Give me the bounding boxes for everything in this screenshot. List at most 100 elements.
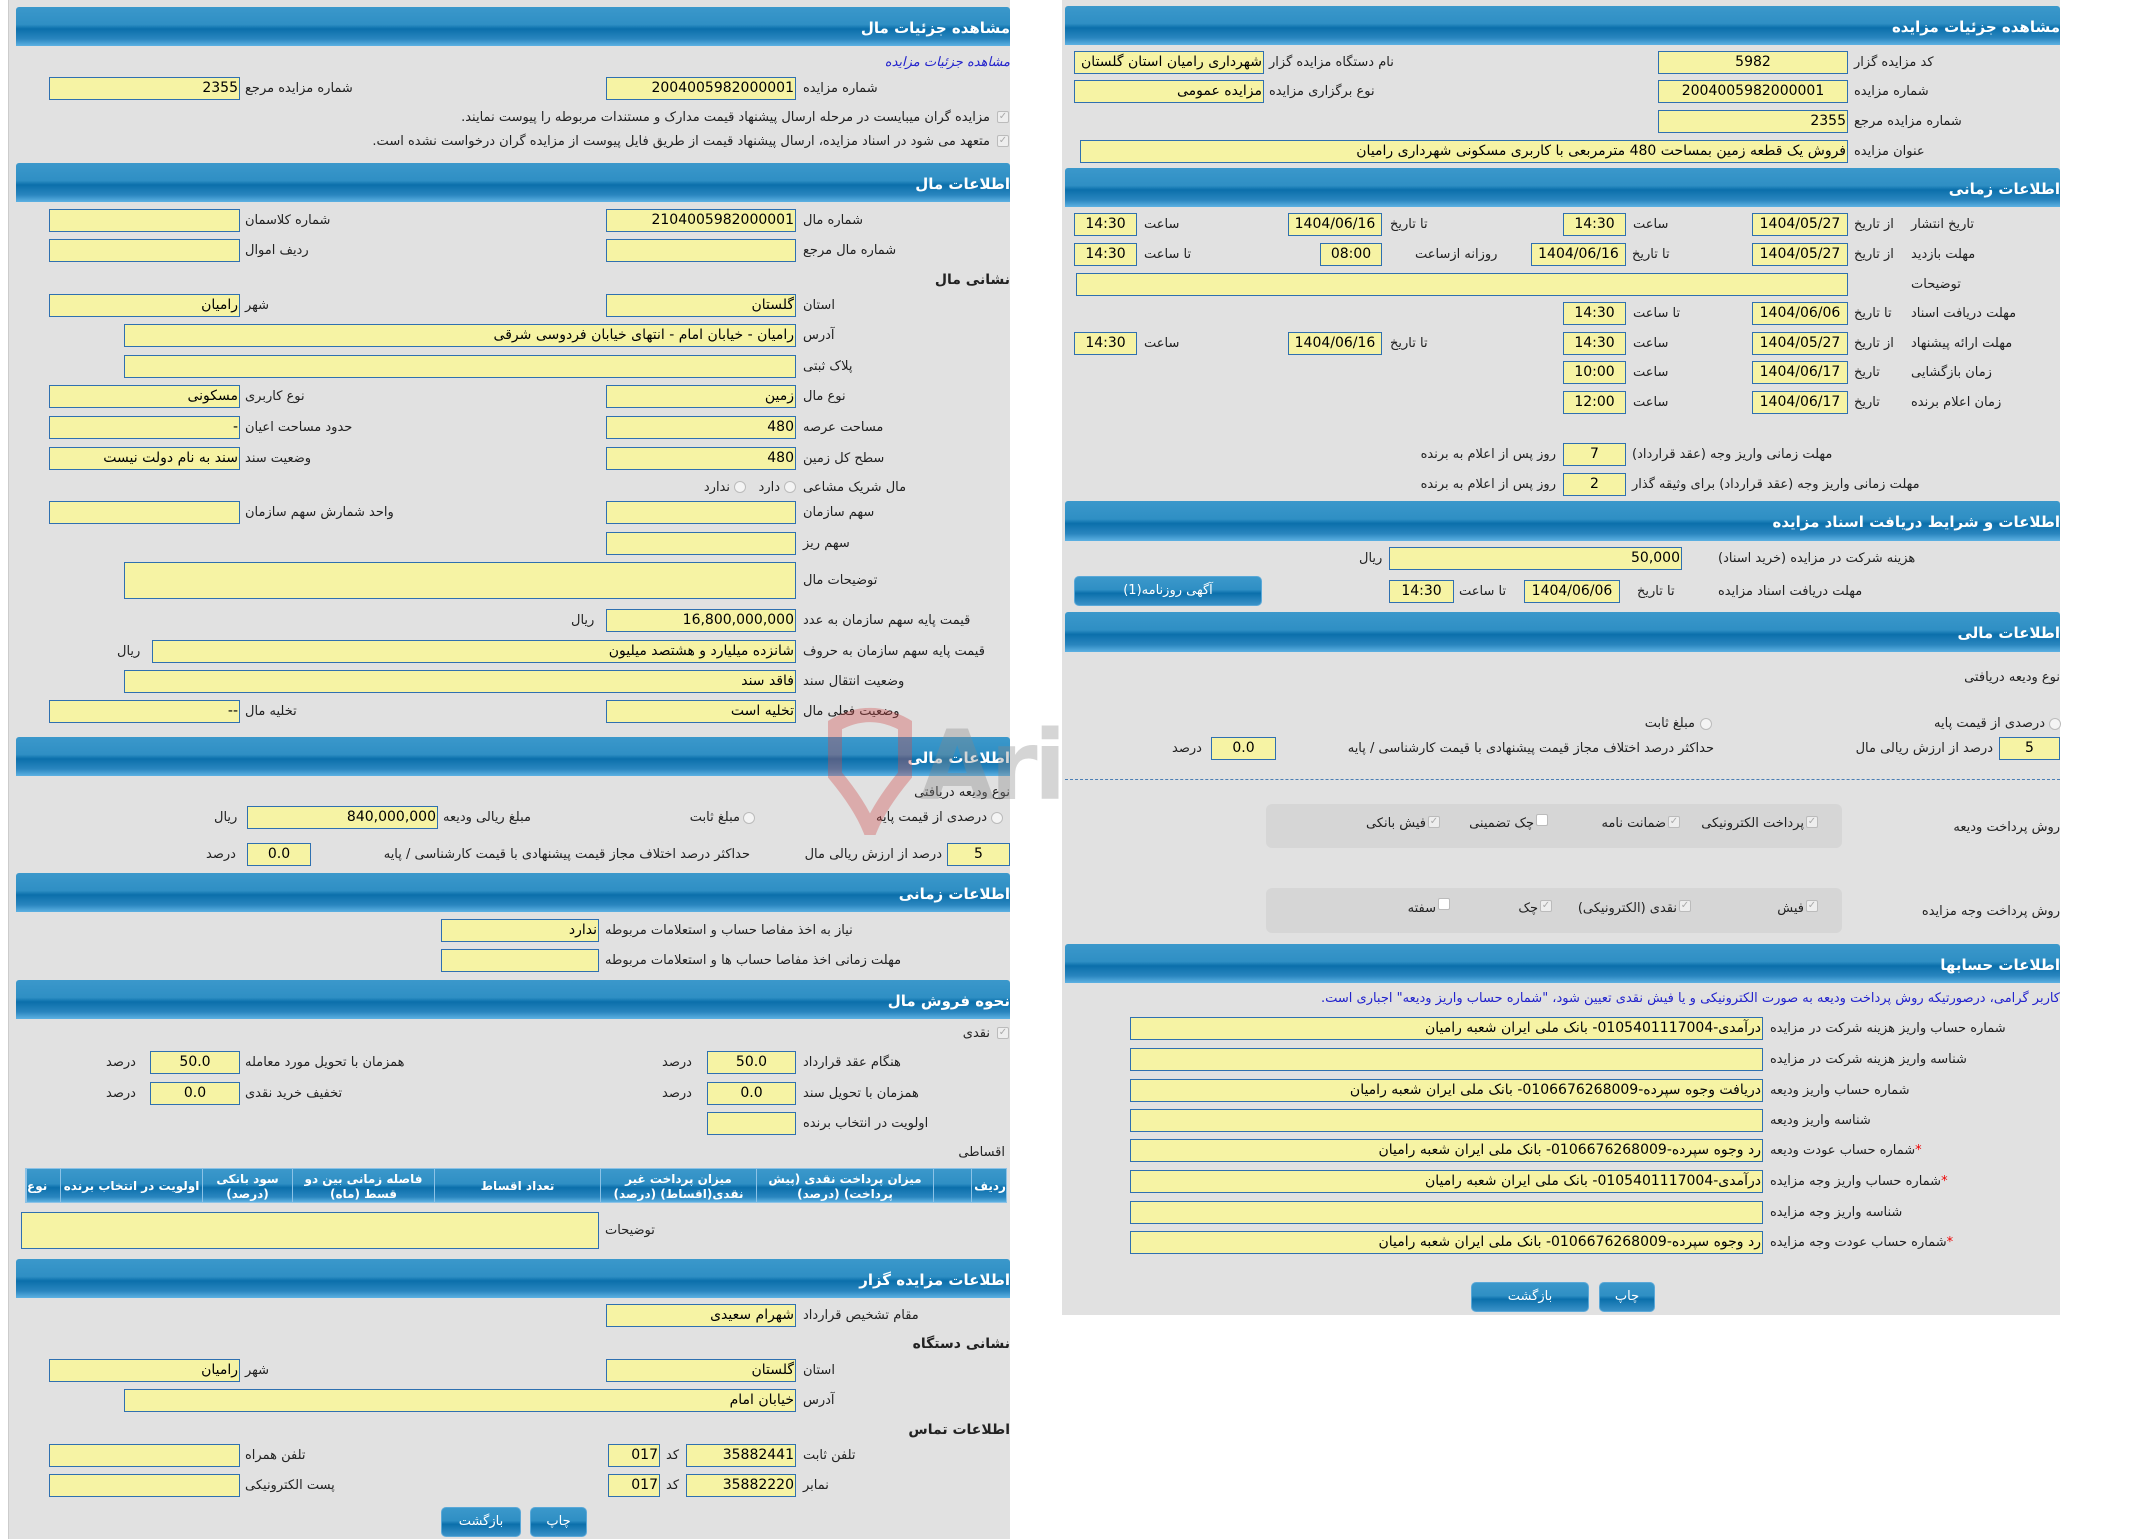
- check-checkbox[interactable]: ✓: [1540, 900, 1552, 912]
- property-number-field[interactable]: 2104005982000001: [606, 209, 796, 232]
- address-field[interactable]: رامیان - خیابان امام - انتهای خیابان فرد…: [124, 324, 796, 347]
- winner-priority-field[interactable]: [707, 1112, 796, 1135]
- certified-check-checkbox[interactable]: [1536, 814, 1548, 826]
- auction-title-field[interactable]: فروش یک قطعه زمین بمساحت 480 مترمربعی با…: [1080, 140, 1848, 163]
- offer-to-date-field[interactable]: 1404/06/16: [1288, 332, 1382, 355]
- shared-yes-radio[interactable]: [784, 481, 796, 493]
- visit-to-time-field[interactable]: 14:30: [1074, 243, 1137, 266]
- deed-status-field[interactable]: سند به نام دولت نیست: [49, 447, 240, 470]
- offer-from-date-field[interactable]: 1404/05/27: [1752, 332, 1848, 355]
- visit-from-date-field[interactable]: 1404/05/27: [1752, 243, 1848, 266]
- org-name-field[interactable]: شهرداری رامیان استان گلستان: [1074, 51, 1264, 74]
- electronic-payment-checkbox[interactable]: ✓: [1806, 816, 1818, 828]
- property-notes-field[interactable]: [124, 562, 796, 599]
- ref-auction-number-field[interactable]: 2355: [1658, 110, 1848, 133]
- sale-notes-field[interactable]: [21, 1212, 599, 1249]
- deposit-id-field[interactable]: [1130, 1109, 1763, 1132]
- current-status-field[interactable]: تخلیه است: [606, 700, 796, 723]
- percent-of-base-radio[interactable]: [2049, 718, 2061, 730]
- cash-checkbox[interactable]: ✓: [997, 1027, 1009, 1039]
- clearance-deadline-field[interactable]: [441, 949, 599, 972]
- winner-time-field[interactable]: 12:00: [1563, 391, 1626, 414]
- offer-to-time-field[interactable]: 14:30: [1074, 332, 1137, 355]
- deposit-percent-field[interactable]: 5: [1999, 737, 2060, 760]
- org-share-field[interactable]: [606, 501, 796, 524]
- opening-date-field[interactable]: 1404/06/17: [1752, 361, 1848, 384]
- fee-account-field[interactable]: درآمدی-0105401117004- بانک ملی ایران شعب…: [1130, 1017, 1763, 1040]
- minor-share-field[interactable]: [606, 532, 796, 555]
- docs-receive-date-field[interactable]: 1404/06/06: [1524, 580, 1620, 603]
- cash-electronic-checkbox[interactable]: ✓: [1679, 900, 1691, 912]
- phone-field[interactable]: 35882441: [686, 1444, 796, 1467]
- evacuation-field[interactable]: --: [49, 700, 240, 723]
- ref-auction-number-field[interactable]: 2355: [49, 77, 240, 100]
- usage-type-field[interactable]: مسکونی: [49, 385, 240, 408]
- on-deed-field[interactable]: 0.0: [707, 1082, 796, 1105]
- attachments-required-checkbox[interactable]: ✓: [997, 111, 1009, 123]
- on-contract-field[interactable]: 50.0: [707, 1051, 796, 1074]
- ref-property-number-field[interactable]: [606, 239, 796, 262]
- payment-deadline-field[interactable]: 7: [1563, 443, 1626, 466]
- classman-number-field[interactable]: [49, 209, 240, 232]
- auction-number-field[interactable]: 2004005982000001: [1658, 80, 1848, 103]
- auction-type-field[interactable]: مزایده عمومی: [1074, 80, 1264, 103]
- phone-code-field[interactable]: 017: [608, 1444, 660, 1467]
- deposit-percent-field[interactable]: 5: [947, 843, 1010, 866]
- shared-no-radio[interactable]: [734, 481, 746, 493]
- fee-deposit-id-field[interactable]: [1130, 1048, 1763, 1071]
- max-diff-field[interactable]: 0.0: [247, 843, 311, 866]
- property-type-field[interactable]: زمین: [606, 385, 796, 408]
- print-button[interactable]: چاپ: [530, 1507, 587, 1537]
- cash-discount-field[interactable]: 0.0: [150, 1082, 240, 1105]
- share-unit-field[interactable]: [49, 501, 240, 524]
- auction-payment-id-field[interactable]: [1130, 1201, 1763, 1224]
- on-delivery-field[interactable]: 50.0: [150, 1051, 240, 1074]
- deposit-account-field[interactable]: دریافت وجوه سپرده-0106676268009- بانک مل…: [1130, 1079, 1763, 1102]
- print-button[interactable]: چاپ: [1599, 1282, 1655, 1312]
- fax-field[interactable]: 35882220: [686, 1474, 796, 1497]
- auctioneer-code-field[interactable]: 5982: [1658, 51, 1848, 74]
- base-price-number-field[interactable]: 16,800,000,000: [606, 609, 796, 632]
- publish-to-date-field[interactable]: 1404/06/16: [1288, 213, 1382, 236]
- city-field[interactable]: رامیان: [49, 294, 240, 317]
- fixed-amount-radio[interactable]: [1700, 718, 1712, 730]
- max-diff-field[interactable]: 0.0: [1211, 737, 1276, 760]
- province-field[interactable]: گلستان: [606, 294, 796, 317]
- guarantee-letter-checkbox[interactable]: ✓: [1668, 816, 1680, 828]
- asset-row-field[interactable]: [49, 239, 240, 262]
- base-price-words-field[interactable]: شانزده میلیارد و هشتصد میلیون: [152, 640, 796, 663]
- docs-receive-time-field[interactable]: 14:30: [1389, 580, 1454, 603]
- view-auction-details-link[interactable]: مشاهده جزئیات مزایده: [884, 55, 1010, 70]
- opening-time-field[interactable]: 10:00: [1563, 361, 1626, 384]
- email-field[interactable]: [49, 1474, 240, 1497]
- total-land-field[interactable]: 480: [606, 447, 796, 470]
- clearance-field[interactable]: ندارد: [441, 919, 599, 942]
- org-address-field[interactable]: خیابان امام: [124, 1389, 796, 1412]
- mobile-field[interactable]: [49, 1444, 240, 1467]
- publish-from-time-field[interactable]: 14:30: [1563, 213, 1626, 236]
- bail-payment-deadline-field[interactable]: 2: [1563, 473, 1626, 496]
- publish-from-date-field[interactable]: 1404/05/27: [1752, 213, 1848, 236]
- deposit-refund-account-field[interactable]: رد وجوه سپرده-0106676268009- بانک ملی ای…: [1130, 1139, 1763, 1162]
- visit-to-date-field[interactable]: 1404/06/16: [1531, 243, 1626, 266]
- contract-authority-field[interactable]: شهرام سعیدی: [606, 1304, 796, 1327]
- org-province-field[interactable]: گلستان: [606, 1359, 796, 1382]
- deed-transfer-field[interactable]: فاقد سند: [124, 670, 796, 693]
- newspaper-ad-button[interactable]: آگهی روزنامه(1): [1074, 576, 1262, 606]
- visit-daily-from-field[interactable]: 08:00: [1320, 243, 1382, 266]
- auction-number-field[interactable]: 2004005982000001: [606, 77, 796, 100]
- winner-date-field[interactable]: 1404/06/17: [1752, 391, 1848, 414]
- participation-fee-field[interactable]: 50,000: [1389, 547, 1682, 570]
- percent-of-base-radio[interactable]: [991, 812, 1003, 824]
- fixed-amount-radio[interactable]: [743, 812, 755, 824]
- docs-to-time-field[interactable]: 14:30: [1563, 302, 1626, 325]
- slip-checkbox[interactable]: ✓: [1806, 900, 1818, 912]
- deposit-amount-field[interactable]: 840,000,000: [247, 806, 438, 829]
- back-button[interactable]: بازگشت: [1471, 1282, 1589, 1312]
- org-city-field[interactable]: رامیان: [49, 1359, 240, 1382]
- land-area-field[interactable]: 480: [606, 416, 796, 439]
- back-button[interactable]: بازگشت: [441, 1507, 521, 1537]
- building-area-field[interactable]: -: [49, 416, 240, 439]
- offer-from-time-field[interactable]: 14:30: [1563, 332, 1626, 355]
- registration-plate-field[interactable]: [124, 355, 796, 378]
